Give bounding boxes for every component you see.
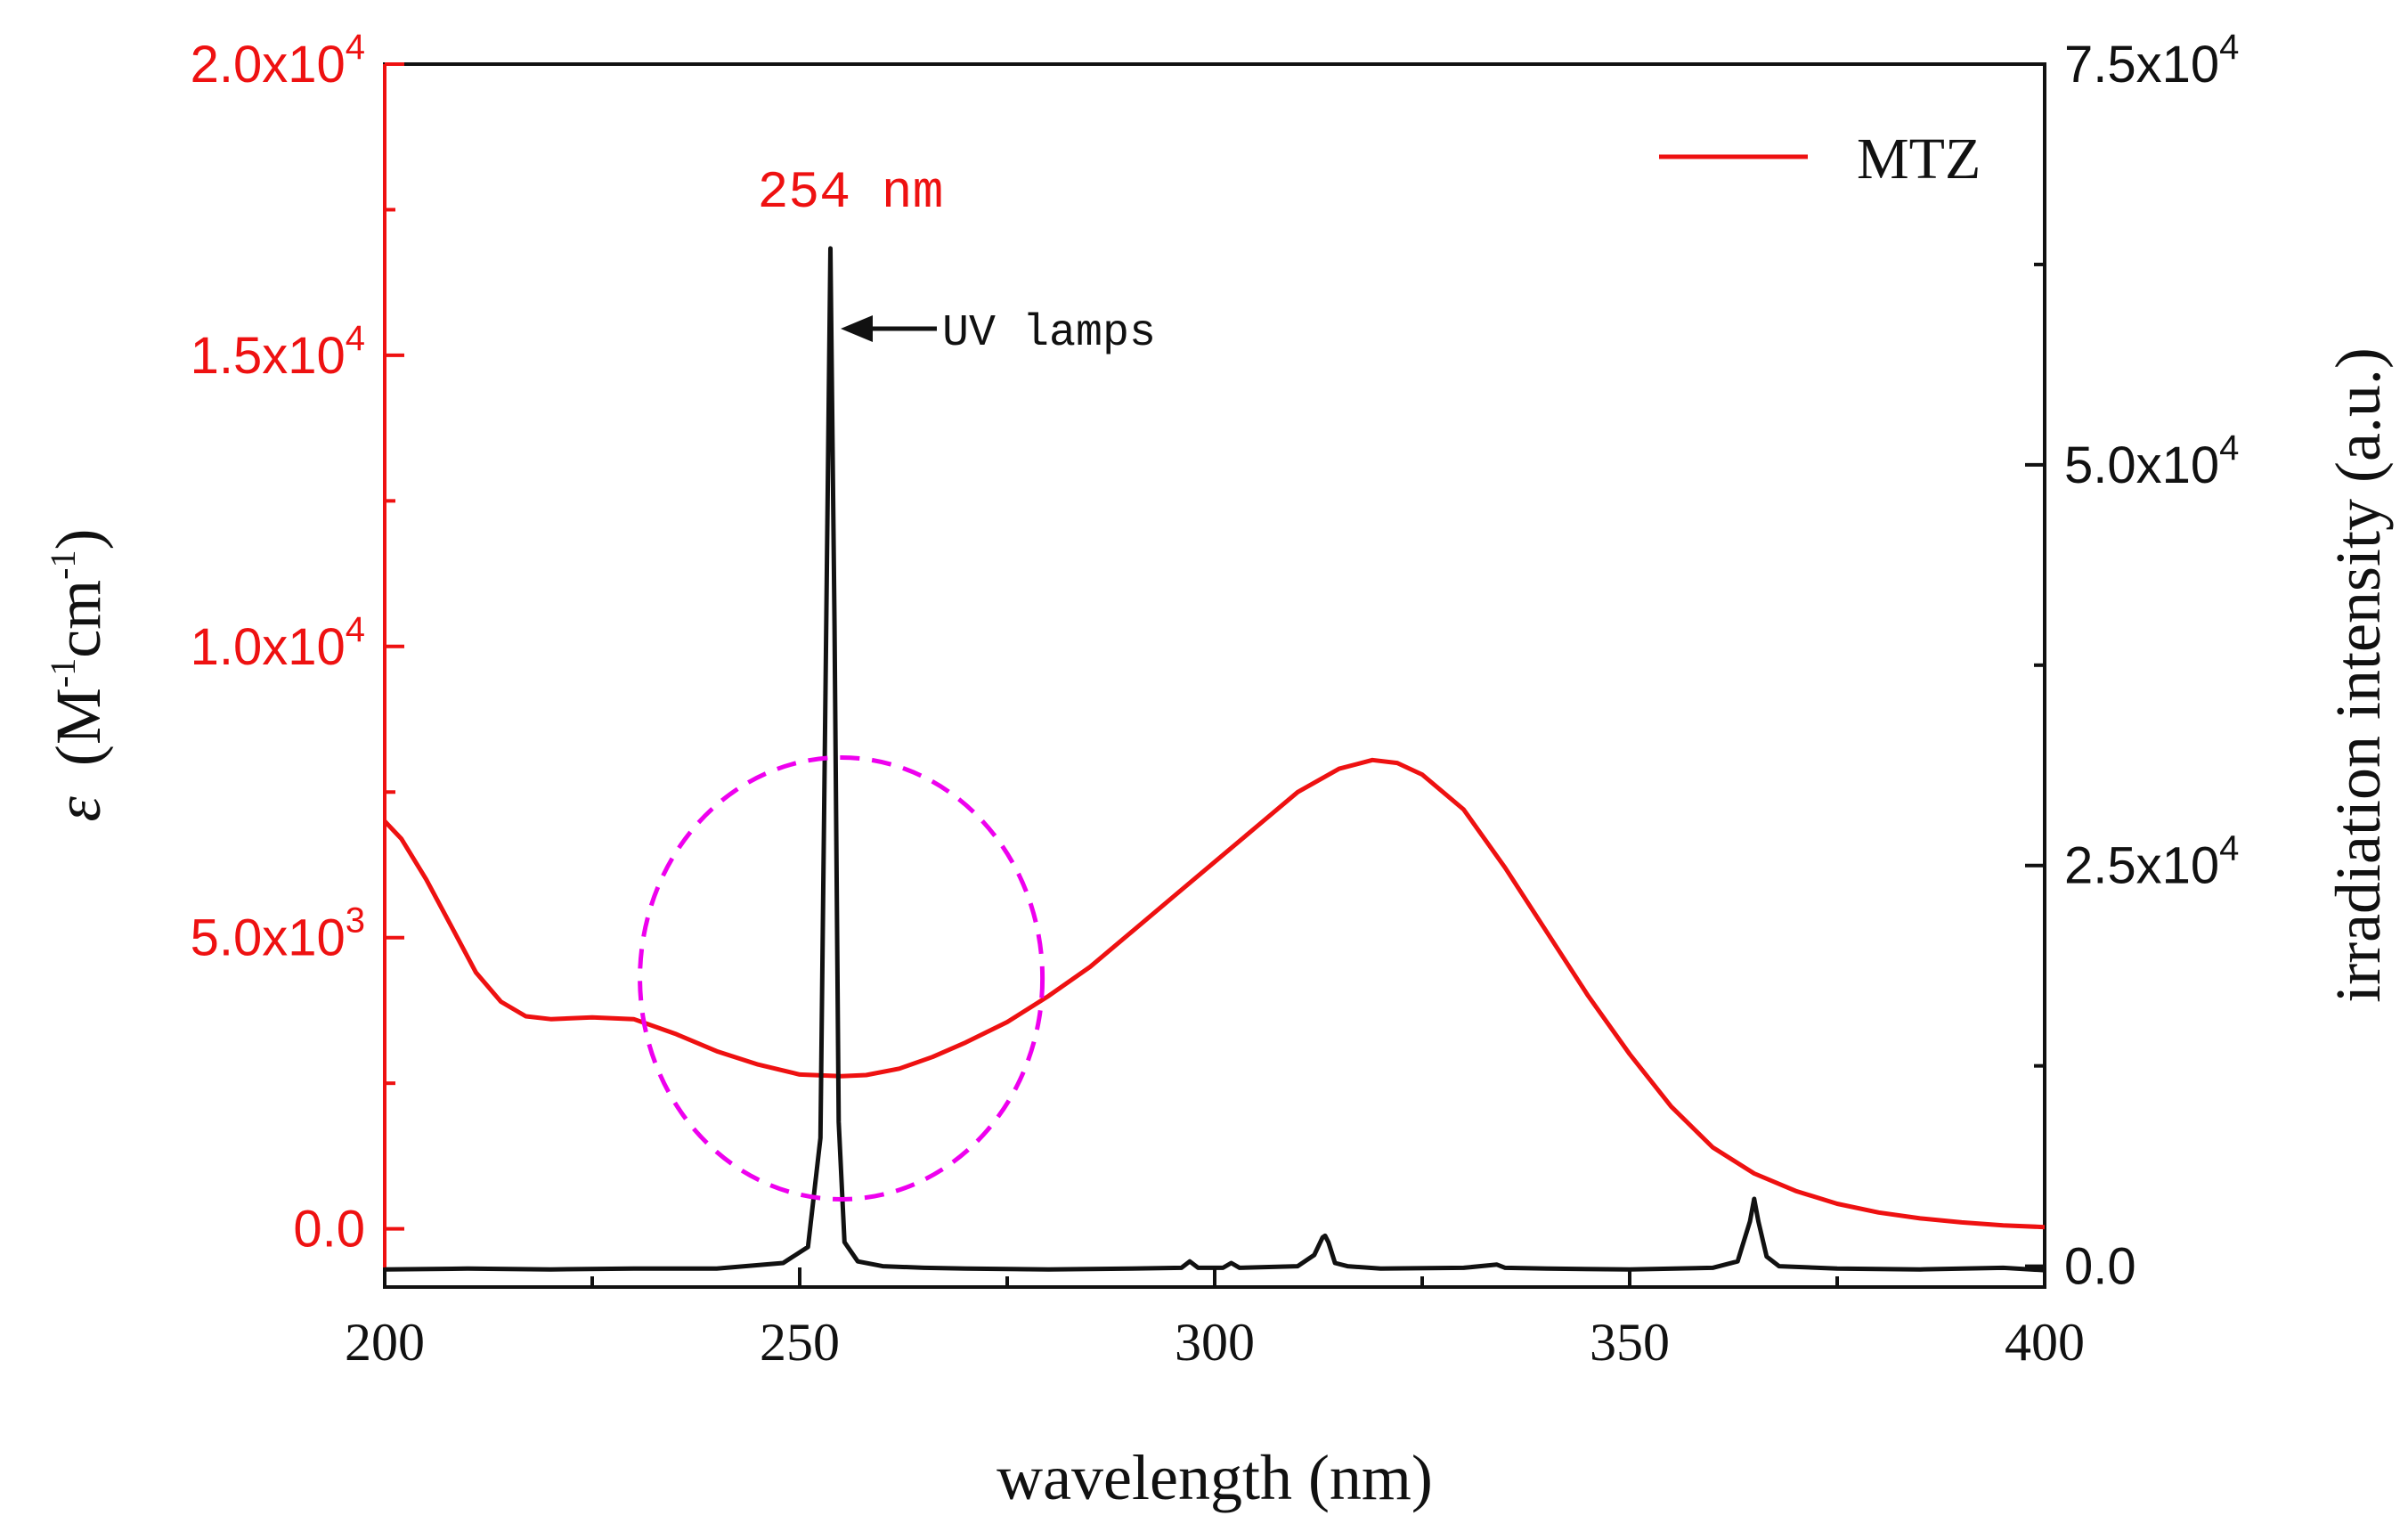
y-left-unit-close: ) (43, 529, 114, 550)
left-tick-mantissa-2: 1.0x10 (191, 618, 346, 676)
x-tick-label-4: 400 (2005, 1313, 2085, 1372)
y-left-unit-mid: cm (43, 580, 114, 658)
x-axis-ticks: 200 250 300 350 400 (345, 1267, 2085, 1372)
left-tick-mantissa-4: 2.0x10 (191, 36, 346, 94)
left-tick-mantissa-0: 0.0 (293, 1201, 365, 1259)
series-mtz-line (383, 757, 2046, 1230)
x-tick-label-2: 300 (1175, 1313, 1255, 1372)
left-tick-label-3: 1.5x104 (191, 319, 365, 385)
right-tick-mantissa-1: 2.5x10 (2064, 837, 2219, 895)
right-tick-exp-3: 4 (2219, 28, 2239, 67)
annotation-254-nm: 254 nm (758, 165, 944, 223)
right-tick-label-0: 0.0 (2064, 1238, 2136, 1296)
y-left-sup2: -1 (43, 550, 83, 579)
x-tick-label-3: 350 (1590, 1313, 1670, 1372)
annotation-uv-lamps: UV lamps (942, 308, 1156, 359)
right-tick-mantissa-2: 5.0x10 (2064, 436, 2219, 494)
right-tick-mantissa-0: 0.0 (2064, 1238, 2136, 1296)
left-tick-exp-4: 4 (346, 28, 365, 67)
y-left-axis-title: ε (M-1cm-1) (43, 529, 114, 822)
legend-mtz-label: MTZ (1857, 126, 1981, 191)
left-tick-exp-2: 4 (346, 610, 365, 649)
plot-frame (383, 62, 2046, 1289)
left-tick-exp-3: 4 (346, 319, 365, 358)
left-tick-mantissa-1: 5.0x10 (191, 909, 346, 967)
y-left-unit-open: (M (43, 688, 114, 766)
left-tick-label-2: 1.0x104 (191, 610, 365, 676)
left-tick-label-0: 0.0 (293, 1201, 365, 1259)
left-tick-label-1: 5.0x103 (191, 901, 365, 967)
right-tick-label-2: 5.0x104 (2064, 428, 2239, 494)
x-tick-label-0: 200 (345, 1313, 425, 1372)
y-left-sup1: -1 (43, 658, 83, 688)
left-tick-exp-1: 3 (346, 901, 365, 941)
right-tick-mantissa-3: 7.5x10 (2064, 36, 2219, 94)
x-tick-label-1: 250 (760, 1313, 840, 1372)
right-tick-exp-2: 4 (2219, 428, 2239, 468)
right-tick-label-1: 2.5x104 (2064, 829, 2239, 895)
right-tick-exp-1: 4 (2219, 829, 2239, 868)
annotation-arrow-head (841, 315, 873, 342)
y-right-axis-title: irradiation intensity (a.u.) (2323, 347, 2394, 1003)
left-tick-mantissa-3: 1.5x10 (191, 327, 346, 385)
left-tick-label-4: 2.0x104 (191, 28, 365, 94)
series-uv-lamp-line (384, 246, 2046, 1273)
right-tick-label-3: 7.5x104 (2064, 28, 2239, 94)
y-left-symbol: ε (43, 795, 114, 821)
x-axis-title: wavelength (nm) (997, 1442, 1433, 1513)
highlight-dashed-ellipse (638, 754, 1045, 1202)
